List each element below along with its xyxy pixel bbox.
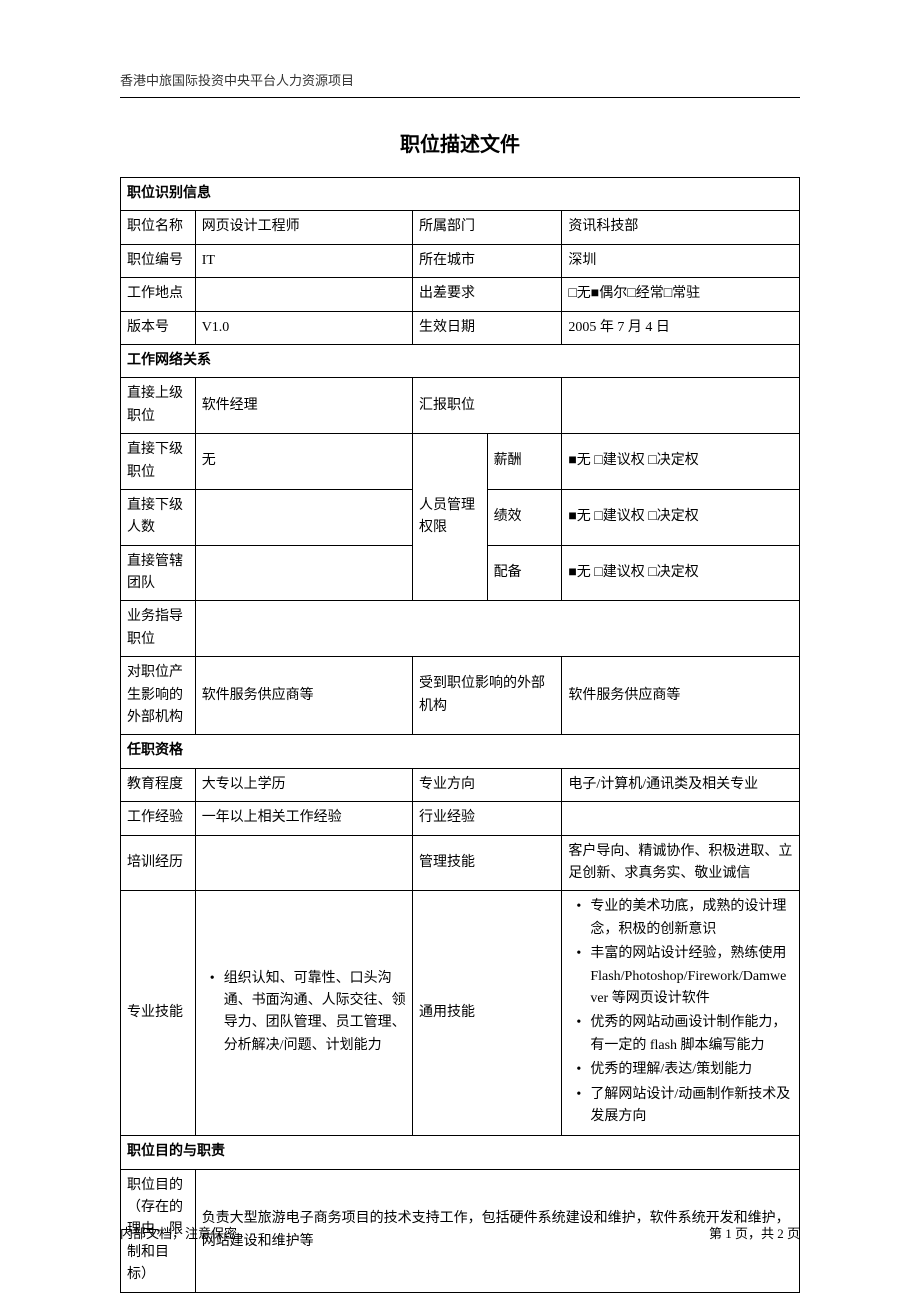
label-major: 专业方向 (412, 768, 561, 801)
label-salary: 薪酬 (487, 434, 562, 490)
gen-skill-item: 丰富的网站设计经验，熟练使用Flash/Photoshop/Firework/D… (572, 943, 793, 1010)
label-allocation: 配备 (487, 545, 562, 601)
label-effective-date: 生效日期 (412, 311, 561, 344)
job-description-table: 职位识别信息 职位名称 网页设计工程师 所属部门 资讯科技部 职位编号 IT 所… (120, 177, 800, 1293)
label-city: 所在城市 (412, 244, 561, 277)
value-auth-allocation: ■无 □建议权 □决定权 (562, 545, 800, 601)
value-training (195, 835, 412, 891)
value-city: 深圳 (562, 244, 800, 277)
label-position-name: 职位名称 (121, 211, 196, 244)
value-work-exp: 一年以上相关工作经验 (195, 802, 412, 835)
page-footer: 内部文档，注意保密 第 1 页，共 2 页 (120, 1223, 800, 1242)
value-direct-sub-count (195, 489, 412, 545)
page-header: 香港中旅国际投资中央平台人力资源项目 (120, 70, 800, 98)
footer-right: 第 1 页，共 2 页 (709, 1223, 800, 1242)
gen-skill-item: 了解网站设计/动画制作新技术及发展方向 (572, 1084, 793, 1129)
value-position-name: 网页设计工程师 (195, 211, 412, 244)
value-mgmt-skill: 客户导向、精诚协作、积极进取、立足创新、求真务实、敬业诚信 (562, 835, 800, 891)
gen-skill-item: 优秀的理解/表达/策划能力 (572, 1059, 793, 1081)
value-education: 大专以上学历 (195, 768, 412, 801)
value-auth-salary: ■无 □建议权 □决定权 (562, 434, 800, 490)
label-work-location: 工作地点 (121, 278, 196, 311)
label-direct-sub-count: 直接下级人数 (121, 489, 196, 545)
label-education: 教育程度 (121, 768, 196, 801)
section-header-identity: 职位识别信息 (121, 178, 800, 211)
label-ext-affected: 受到职位影响的外部机构 (412, 657, 561, 735)
value-ext-influence: 软件服务供应商等 (195, 657, 412, 735)
label-general-skill: 通用技能 (412, 891, 561, 1136)
label-ext-influence: 对职位产生影响的外部机构 (121, 657, 196, 735)
value-industry-exp (562, 802, 800, 835)
value-prof-skill: 组织认知、可靠性、口头沟通、书面沟通、人际交往、领导力、团队管理、员工管理、分析… (195, 891, 412, 1136)
label-report-position: 汇报职位 (412, 378, 561, 434)
value-work-location (195, 278, 412, 311)
value-report-position (562, 378, 800, 434)
label-travel-req: 出差要求 (412, 278, 561, 311)
gen-skill-item: 专业的美术功底，成熟的设计理念，积极的创新意识 (572, 896, 793, 941)
value-major: 电子/计算机/通讯类及相关专业 (562, 768, 800, 801)
label-version: 版本号 (121, 311, 196, 344)
value-general-skill: 专业的美术功底，成熟的设计理念，积极的创新意识 丰富的网站设计经验，熟练使用Fl… (562, 891, 800, 1136)
document-title: 职位描述文件 (120, 128, 800, 157)
label-mgmt-skill: 管理技能 (412, 835, 561, 891)
value-effective-date: 2005 年 7 月 4 日 (562, 311, 800, 344)
label-mgmt-auth: 人员管理权限 (412, 434, 487, 601)
value-position-code: IT (195, 244, 412, 277)
section-header-qualification: 任职资格 (121, 735, 800, 768)
label-position-code: 职位编号 (121, 244, 196, 277)
footer-left: 内部文档，注意保密 (120, 1223, 237, 1242)
label-department: 所属部门 (412, 211, 561, 244)
value-direct-superior: 软件经理 (195, 378, 412, 434)
value-direct-team (195, 545, 412, 601)
label-biz-guide: 业务指导职位 (121, 601, 196, 657)
gen-skill-item: 优秀的网站动画设计制作能力，有一定的 flash 脚本编写能力 (572, 1012, 793, 1057)
value-travel-req: □无■偶尔□经常□常驻 (562, 278, 800, 311)
label-training: 培训经历 (121, 835, 196, 891)
label-direct-superior: 直接上级职位 (121, 378, 196, 434)
label-work-exp: 工作经验 (121, 802, 196, 835)
label-industry-exp: 行业经验 (412, 802, 561, 835)
label-direct-subordinate: 直接下级职位 (121, 434, 196, 490)
label-performance: 绩效 (487, 489, 562, 545)
label-prof-skill: 专业技能 (121, 891, 196, 1136)
value-department: 资讯科技部 (562, 211, 800, 244)
section-header-network: 工作网络关系 (121, 344, 800, 377)
section-header-purpose: 职位目的与职责 (121, 1136, 800, 1169)
label-direct-team: 直接管辖团队 (121, 545, 196, 601)
value-biz-guide (195, 601, 799, 657)
value-direct-subordinate: 无 (195, 434, 412, 490)
prof-skill-item: 组织认知、可靠性、口头沟通、书面沟通、人际交往、领导力、团队管理、员工管理、分析… (206, 968, 406, 1058)
value-ext-affected: 软件服务供应商等 (562, 657, 800, 735)
value-auth-performance: ■无 □建议权 □决定权 (562, 489, 800, 545)
value-version: V1.0 (195, 311, 412, 344)
